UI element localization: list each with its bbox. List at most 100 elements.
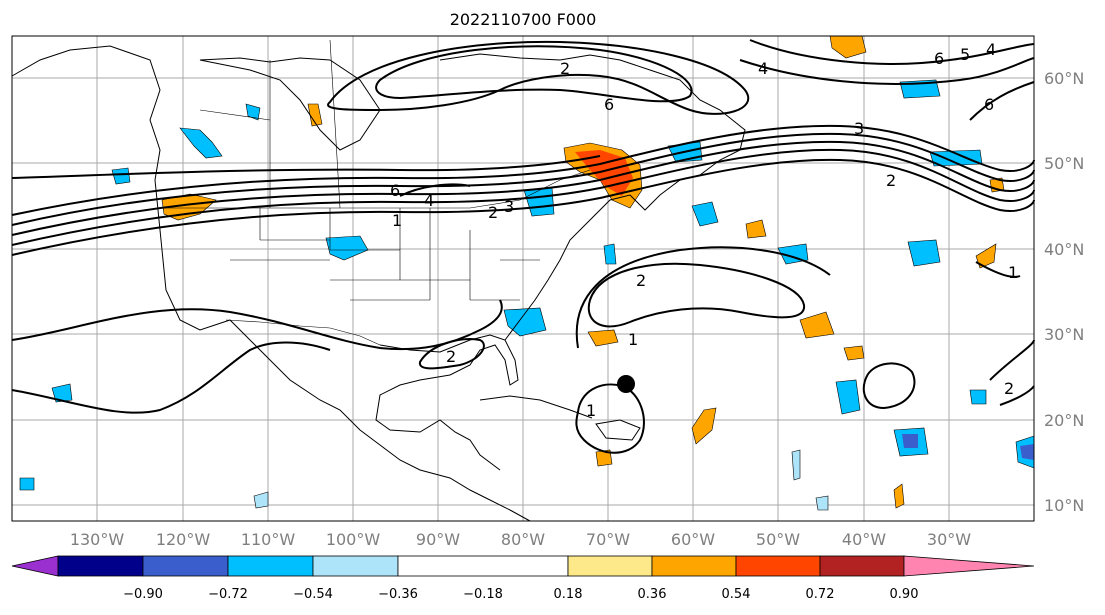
colorbar-tick: −0.18 [463, 587, 503, 602]
colorbar-swatch [312, 555, 399, 577]
colorbar-ticks: −0.90 −0.72 −0.54 −0.36 −0.18 0.18 0.36 … [123, 587, 918, 602]
contour-label: 2 [560, 59, 570, 78]
contour-label: 1 [1008, 263, 1018, 282]
anomaly-positive-canada [307, 103, 323, 127]
contour-gulf-2 [418, 338, 485, 370]
lon-label: 50°W [756, 530, 800, 549]
contour-jet-6 [11, 155, 601, 179]
contour-label: 6 [984, 95, 994, 114]
lon-label: 70°W [586, 530, 630, 549]
contour-jet-3 [11, 140, 1035, 236]
contour-label: 2 [886, 171, 896, 190]
contour-label: 2 [636, 271, 646, 290]
anomaly-negative-canada [179, 127, 223, 159]
lon-label: 130°W [70, 530, 125, 549]
contour-gulf-1 [11, 299, 503, 351]
colorbar-tick: −0.72 [208, 587, 248, 602]
anomaly-negative-se-coast [503, 307, 547, 337]
lat-label: 20°N [1044, 411, 1084, 430]
contour-greenland-2 [739, 57, 1035, 85]
anomaly-negative-plains [325, 235, 369, 261]
lat-label: 50°N [1044, 154, 1084, 173]
latitude-labels: 60°N 50°N 40°N 30°N 20°N 10°N [1044, 69, 1084, 515]
colorbar-swatch [142, 555, 229, 577]
colorbar-swatch [397, 555, 569, 577]
lon-label: 30°W [927, 530, 971, 549]
contour-jet-2 [11, 148, 1035, 246]
contour-label: 2 [446, 347, 456, 366]
contour-east-2 [999, 385, 1035, 406]
colorbar-extend-low [11, 555, 59, 577]
coastline-gulf-of-mexico [375, 334, 519, 471]
colorbar-tick: 0.90 [890, 587, 919, 602]
contour-atl-1 [575, 246, 831, 349]
anomaly-negative-sw [19, 477, 35, 491]
contour-jet-5 [11, 124, 1035, 216]
border-us-canada [160, 169, 591, 209]
anomaly-negative-pacific [111, 167, 131, 185]
colorbar-tick: −0.36 [378, 587, 418, 602]
contour-label: 2 [488, 203, 498, 222]
lon-label: 80°W [501, 530, 545, 549]
colorbar-swatch [651, 555, 737, 577]
contour-east-1 [989, 339, 1035, 381]
anomaly-negative-e-pacific [51, 383, 73, 403]
lat-label: 40°N [1044, 240, 1084, 259]
lat-label: 60°N [1044, 69, 1084, 88]
storm-position-marker [617, 375, 635, 393]
map-frame [11, 35, 1035, 522]
lon-label: 90°W [416, 530, 460, 549]
contour-label-group: 6 4 2 6 4 5 6 3 2 6 4 1 2 3 2 1 2 1 2 1 [390, 40, 1018, 420]
anomaly-negative-bc [245, 103, 261, 121]
borders-canada-provinces [199, 39, 341, 209]
contour-caribbean-low [575, 383, 645, 454]
contour-greenland-1 [749, 39, 1035, 65]
anomaly-positive-atl-4 [843, 345, 865, 361]
contour-jet-4 [11, 132, 1035, 226]
colorbar-tick: −0.90 [123, 587, 163, 602]
colorbar-extend-high [903, 555, 1035, 577]
anomaly-positive-atl-2 [799, 311, 835, 339]
anomaly-negative-weak-3 [815, 495, 829, 511]
contour-label: 2 [1004, 379, 1014, 398]
anomaly-negative-atl-b [907, 239, 941, 267]
colorbar [11, 555, 1035, 577]
contour-atl-1-b [862, 362, 916, 410]
anomaly-positive-atl-3 [745, 219, 767, 239]
lon-label: 60°W [671, 530, 715, 549]
coastline-hispaniola [595, 419, 641, 441]
colorbar-swatch [735, 555, 821, 577]
anomaly-negative-strong-east-edge [1020, 444, 1034, 460]
anomaly-negative-atl-c [835, 379, 861, 415]
anomaly-negative-weak-1 [791, 449, 801, 481]
anomaly-negative-atl-mid [691, 201, 719, 227]
anomaly-negative-atl-d [969, 389, 987, 405]
graticule [12, 36, 1034, 521]
contour-label: 6 [390, 181, 400, 200]
anomaly-positive-pacific-nw [161, 193, 217, 221]
lon-label: 100°W [326, 530, 381, 549]
contour-label: 3 [504, 197, 514, 216]
colorbar-tick: −0.54 [293, 587, 333, 602]
lat-label: 30°N [1044, 325, 1084, 344]
colorbar-swatch [57, 555, 144, 577]
contour-lines [11, 39, 1035, 454]
anomaly-positive-tropics [893, 483, 905, 509]
contour-great-lakes-small [399, 183, 471, 197]
coastline-hudson-region [199, 57, 381, 151]
contour-label: 1 [628, 330, 638, 349]
contour-label: 1 [392, 211, 402, 230]
longitude-labels: 130°W 120°W 110°W 100°W 90°W 80°W 70°W 6… [70, 530, 971, 549]
anomaly-positive-atl-1 [587, 329, 619, 347]
colorbar-tick: 0.54 [722, 587, 751, 602]
contour-label: 3 [854, 119, 864, 138]
contour-low-canada-inner [375, 45, 693, 103]
contour-atl-high-2 [587, 262, 806, 328]
contour-pacific-1 [11, 341, 331, 414]
contour-label: 6 [934, 49, 944, 68]
contour-label: 4 [986, 40, 996, 59]
colorbar-swatch [567, 555, 653, 577]
contour-label: 5 [960, 45, 970, 64]
contour-atl-east [975, 261, 1021, 278]
